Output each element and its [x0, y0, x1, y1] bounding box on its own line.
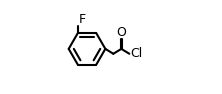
Text: F: F [79, 13, 86, 26]
Text: Cl: Cl [130, 47, 142, 60]
Text: O: O [116, 26, 126, 39]
